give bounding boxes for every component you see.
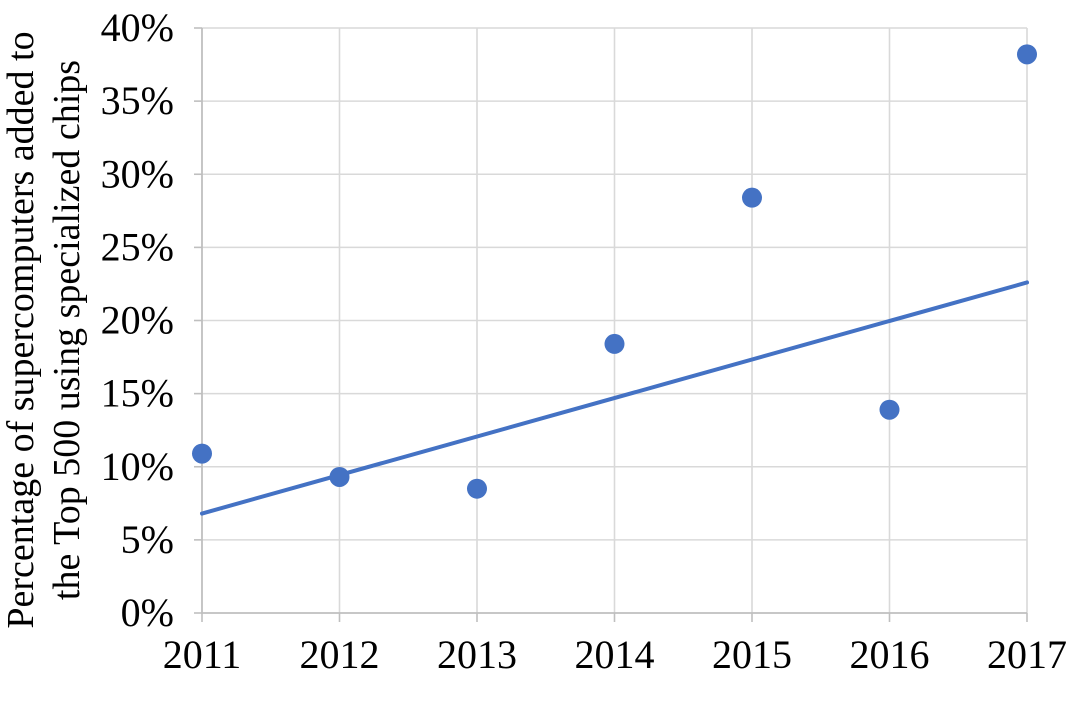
y-tick-label: 10% xyxy=(101,444,174,489)
y-tick-label: 5% xyxy=(121,517,174,562)
y-tick-label: 35% xyxy=(101,78,174,123)
data-point-2015 xyxy=(742,187,762,208)
gridlines xyxy=(202,27,1028,613)
y-axis-title-line-1: Percentage of supercomputers added to xyxy=(0,31,42,628)
y-tick-label: 25% xyxy=(101,224,174,269)
data-point-2017 xyxy=(1017,44,1037,65)
data-point-2011 xyxy=(192,443,212,464)
x-tick-label: 2014 xyxy=(575,632,655,677)
x-tick-label: 2013 xyxy=(437,632,517,677)
y-axis-title-line-2: the Top 500 using specialized chips xyxy=(46,60,88,600)
y-tick-label: 30% xyxy=(101,151,174,196)
x-tick-label: 2017 xyxy=(987,632,1067,677)
data-series xyxy=(192,44,1037,516)
x-tick-label: 2016 xyxy=(850,632,930,677)
data-point-2013 xyxy=(467,478,487,499)
data-point-2014 xyxy=(604,333,625,354)
tick-labels: 0% 5% 10% 15% 20% 25% 30% 35% 40% 2011 2012 2013 201… xyxy=(101,5,1067,677)
y-tick-label: 15% xyxy=(101,371,174,416)
y-tick-label: 40% xyxy=(101,5,174,50)
x-tick-label: 2012 xyxy=(300,632,380,677)
x-tick-label: 2011 xyxy=(163,632,242,677)
x-tick-label: 2015 xyxy=(712,632,792,677)
y-tick-label: 0% xyxy=(121,590,174,635)
y-tick-label: 20% xyxy=(101,298,174,343)
data-point-2016 xyxy=(879,399,900,420)
axes xyxy=(194,27,1028,622)
data-point-2012 xyxy=(329,466,350,487)
